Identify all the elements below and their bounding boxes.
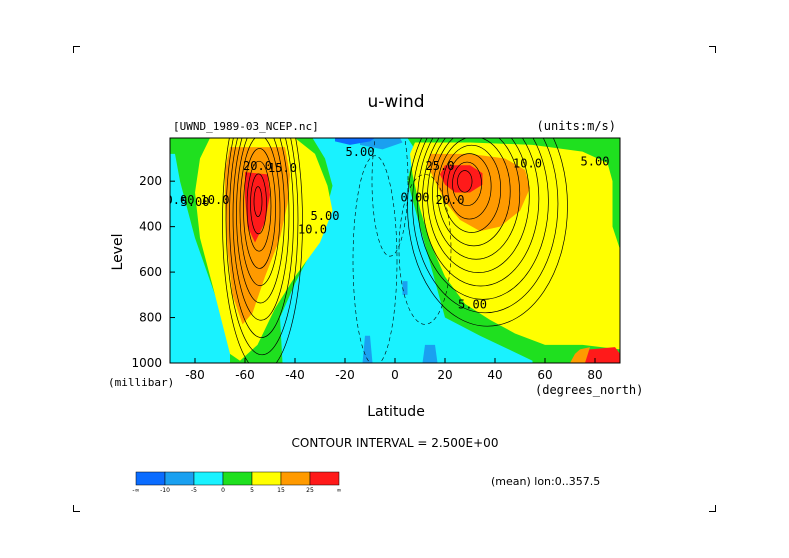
band-neg-small-b	[422, 344, 438, 363]
crop-mark-bottom-left	[73, 505, 80, 512]
x-tick-label: 40	[487, 368, 502, 382]
contour-south-7	[229, 138, 294, 338]
contour-label: 5.00	[346, 145, 375, 159]
contour-label: 5.00	[311, 209, 340, 223]
y-axis-label: Level	[110, 234, 126, 271]
x-tick-label: -60	[235, 368, 255, 382]
contour-north-8	[417, 138, 549, 300]
y-tick-label: 200	[139, 174, 162, 188]
contour-label: 0.00	[166, 193, 195, 207]
contour-label: 10.0	[298, 222, 327, 236]
colorbar-label: -∞	[132, 487, 139, 494]
units-label: (units:m/s)	[537, 119, 616, 133]
band-orange-bottom-right	[570, 347, 590, 363]
contour-south-0	[253, 186, 263, 217]
contour-label: 5.00	[458, 297, 487, 311]
colorbar-label: 0	[221, 487, 225, 494]
contour-south-6	[232, 138, 290, 321]
y-tick-label: 600	[139, 265, 162, 279]
contour-north-2	[447, 153, 492, 220]
y-axis: 200 400 600 800 1000	[131, 174, 175, 370]
dataset-label: [UWND_1989-03_NCEP.nc]	[173, 120, 319, 133]
contour-south-8	[225, 138, 299, 356]
x-tick-label: 60	[537, 368, 552, 382]
colorbar: -∞ -10 -5 0 5 15 25 ∞	[132, 471, 342, 494]
crop-mark-top-left	[73, 46, 80, 53]
x-axis-label: Latitude	[367, 404, 425, 420]
band-strong-neg-top	[335, 138, 375, 145]
contour-interval-text: CONTOUR INTERVAL = 2.500E+00	[292, 436, 499, 450]
band-neg-small-c	[402, 281, 408, 295]
contour-label: 10.0	[201, 193, 230, 207]
contour-north-9	[412, 138, 559, 314]
x-tick-label: 80	[587, 368, 602, 382]
contour-label: 15.0	[268, 161, 297, 175]
contour-label: 5.00	[181, 195, 210, 209]
band-red-bottom-right	[575, 347, 620, 363]
contour-south-5	[236, 138, 285, 304]
contour-south-4	[239, 138, 281, 287]
contour-label: 25.0	[426, 159, 455, 173]
crop-mark-bottom-right	[709, 505, 716, 512]
y-axis-unit: (millibar)	[108, 376, 174, 389]
x-axis-unit: (degrees_north)	[535, 383, 643, 397]
band-neg-small-a	[362, 335, 373, 363]
contour-south-3	[243, 148, 276, 269]
y-tick-label: 800	[139, 311, 162, 325]
colorbar-swatch	[222, 471, 253, 486]
colorbar-swatch	[280, 471, 311, 486]
colorbar-label: 25	[306, 487, 314, 494]
contour-label: 20.0	[436, 193, 465, 207]
colorbar-swatch	[164, 471, 195, 486]
filled-contours	[170, 138, 620, 363]
contour-label: 20.0	[243, 159, 272, 173]
x-axis: -80 -60 -40 -20 0 20 40 60 80	[185, 358, 603, 382]
x-tick-label: -40	[285, 368, 305, 382]
colorbar-label: 15	[277, 487, 285, 494]
mean-text: (mean) lon:0..357.5	[491, 475, 600, 488]
colorbar-swatch	[135, 471, 166, 486]
y-tick-label: 400	[139, 220, 162, 234]
colorbar-swatch	[251, 471, 282, 486]
contour-north-3	[442, 144, 502, 233]
contour-north-1	[452, 161, 482, 207]
contour-label: 0.00	[401, 191, 430, 205]
colorbar-label: ∞	[337, 487, 342, 494]
contour-south-2	[246, 160, 272, 252]
x-tick-label: -80	[185, 368, 205, 382]
crop-mark-top-right	[709, 46, 716, 53]
colorbar-label: 5	[250, 487, 254, 494]
contour-north-6	[427, 138, 530, 273]
contour-north-10	[407, 138, 568, 327]
contour-neg-1	[352, 155, 398, 363]
x-tick-label: 0	[391, 368, 399, 382]
band-red-north	[440, 165, 483, 193]
contour-neg-0	[371, 138, 409, 257]
contour-lines	[222, 138, 568, 363]
colorbar-swatch	[309, 471, 340, 486]
band-weak-neg-south-pole	[170, 153, 230, 363]
contour-north-4	[437, 138, 511, 247]
contour-label: 10.0	[513, 157, 542, 171]
colorbar-label: -5	[191, 487, 197, 494]
colorbar-label: -10	[160, 487, 170, 494]
contour-north-5	[432, 138, 521, 260]
y-tick-label: 1000	[131, 356, 162, 370]
contour-north-7	[422, 138, 540, 287]
contour-south-9	[222, 138, 303, 363]
contour-north-0	[457, 170, 473, 193]
x-tick-label: 20	[437, 368, 452, 382]
contour-south-1	[250, 173, 267, 235]
colorbar-swatch	[193, 471, 224, 486]
x-tick-label: -20	[335, 368, 355, 382]
band-weak-neg-tropics	[280, 138, 533, 363]
contour-label: 5.00	[581, 154, 610, 168]
chart-title: u-wind	[367, 92, 424, 112]
